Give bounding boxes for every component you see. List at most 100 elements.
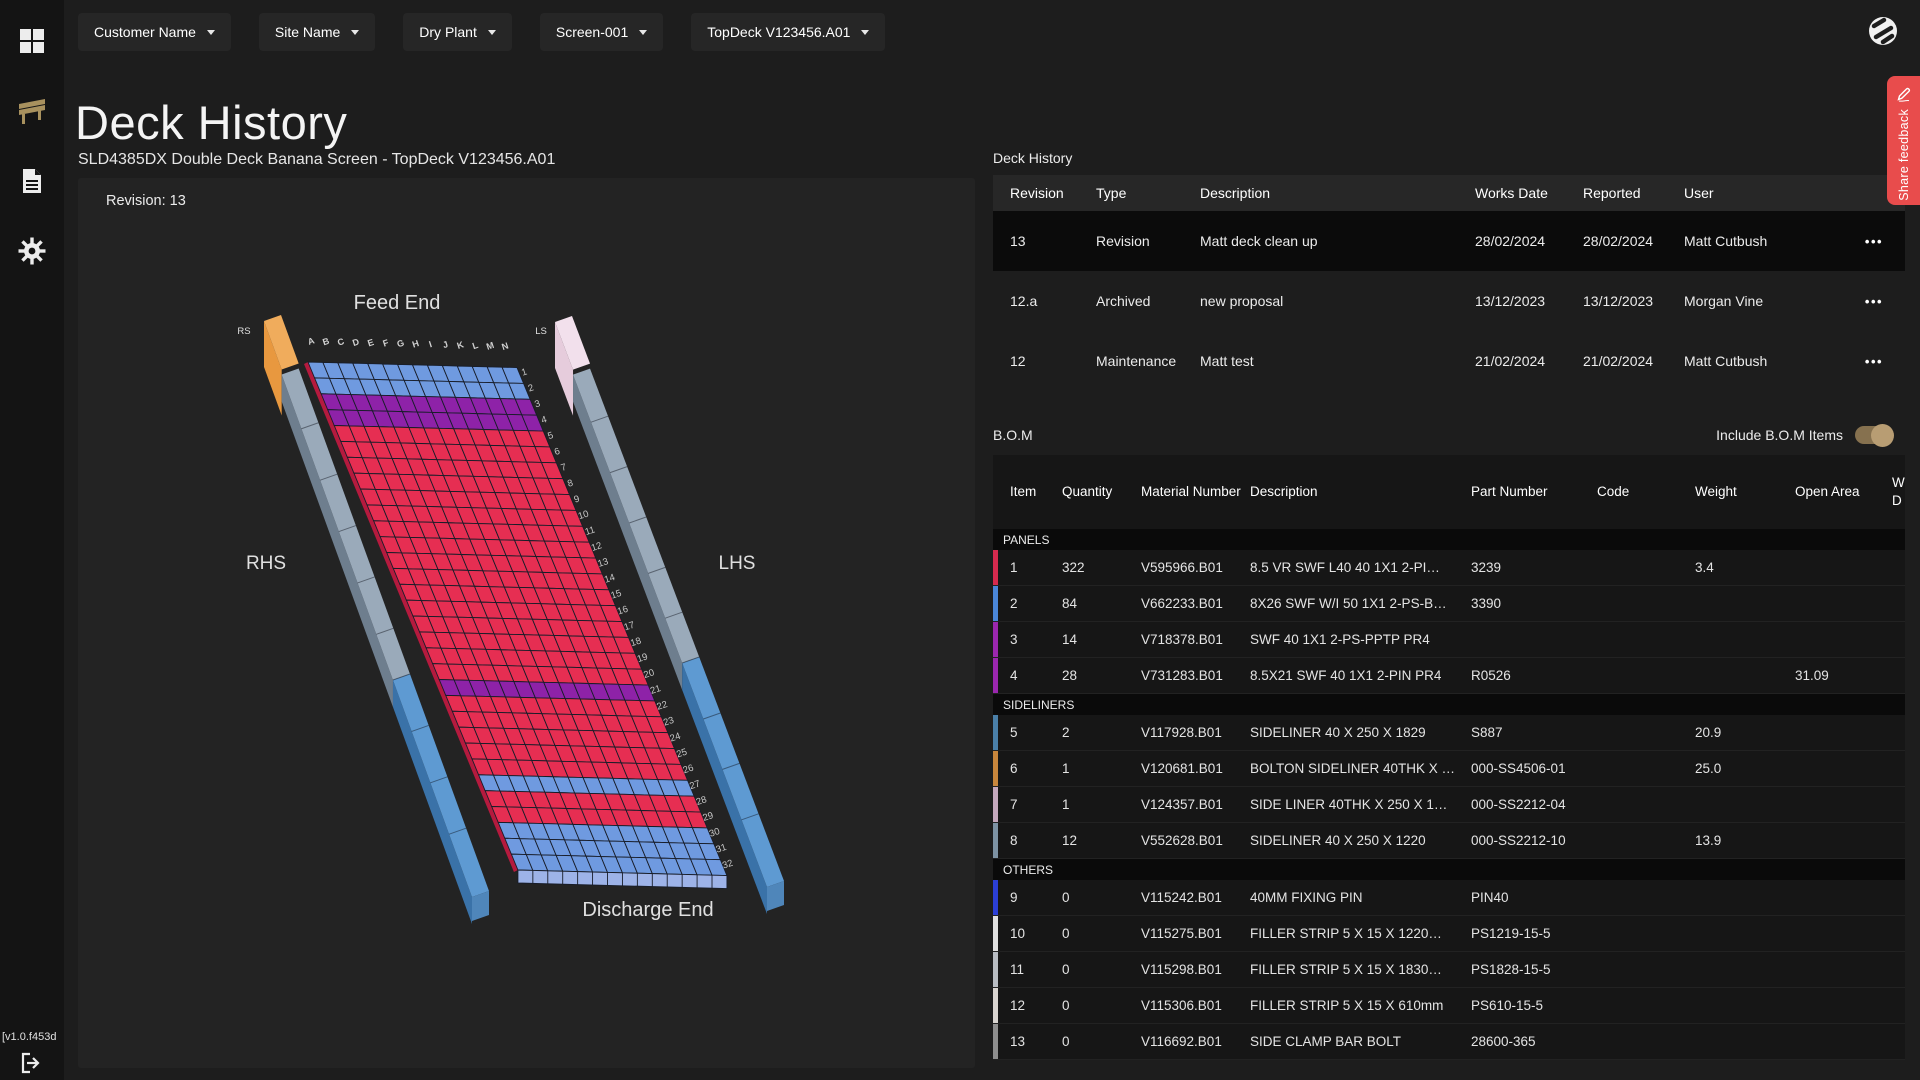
history-section-title: Deck History (993, 150, 1072, 166)
bom-group-header: OTHERS (993, 859, 1905, 880)
bom-row[interactable]: 71V124357.B01SIDE LINER 40THK X 250 X 1…… (993, 787, 1905, 823)
svg-text:J: J (441, 339, 449, 350)
logout-button[interactable] (19, 1052, 45, 1074)
chevron-down-icon (207, 30, 215, 35)
dropdown-site-name[interactable]: Site Name (259, 13, 375, 51)
bom-cell-material_number: V662233.B01 (1141, 596, 1250, 611)
history-row[interactable]: 12MaintenanceMatt test21/02/202421/02/20… (993, 331, 1905, 391)
bom-cell-description: BOLTON SIDELINER 40THK X … (1250, 761, 1471, 776)
app-version: [v1.0.f453d (0, 1031, 64, 1043)
row-menu-icon[interactable]: ••• (1865, 354, 1883, 369)
bom-cell-material_number: V115242.B01 (1141, 890, 1250, 905)
bom-row[interactable]: 428V731283.B018.5X21 SWF 40 1X1 2-PIN PR… (993, 658, 1905, 694)
item-color-bar (993, 916, 998, 951)
history-cell-user: Matt Cutbush (1684, 233, 1854, 249)
history-cell-works_date: 13/12/2023 (1475, 293, 1583, 309)
dropdown-label: Site Name (275, 24, 340, 40)
page-subtitle: SLD4385DX Double Deck Banana Screen - To… (78, 151, 555, 169)
toggle-knob (1871, 424, 1894, 447)
sidebar-item-settings[interactable] (17, 236, 47, 266)
bom-cell-quantity: 0 (1062, 1034, 1141, 1049)
history-row[interactable]: 12.aArchivednew proposal13/12/202313/12/… (993, 271, 1905, 331)
svg-text:5: 5 (546, 430, 554, 442)
dropdown-customer-name[interactable]: Customer Name (78, 13, 231, 51)
sidebar-item-deck[interactable] (17, 96, 47, 126)
sidebar: [v1.0.f453d (0, 0, 64, 1080)
bom-cell-weight: 3.4 (1695, 560, 1795, 575)
bom-row[interactable]: 284V662233.B018X26 SWF W/I 50 1X1 2-PS-B… (993, 586, 1905, 622)
sidebar-item-dashboard[interactable] (17, 26, 47, 56)
bom-row[interactable]: 52V117928.B01SIDELINER 40 X 250 X 1829S8… (993, 715, 1905, 751)
bom-cell-part_number: 28600-365 (1471, 1034, 1597, 1049)
bom-cell-material_number: V117928.B01 (1141, 725, 1250, 740)
bom-cell-material_number: V115298.B01 (1141, 962, 1250, 977)
svg-text:4: 4 (540, 414, 548, 426)
include-bom-items-label: Include B.O.M Items (1716, 427, 1843, 443)
bom-cell-description: 8.5 VR SWF L40 40 1X1 2-PI… (1250, 560, 1471, 575)
history-cell-type: Archived (1096, 293, 1200, 309)
svg-text:F: F (381, 337, 390, 348)
dropdown-dry-plant[interactable]: Dry Plant (403, 13, 512, 51)
share-feedback-tab[interactable]: Share feedback (1887, 76, 1920, 205)
dropdown-label: Screen-001 (556, 24, 628, 40)
bom-cell-material_number: V115306.B01 (1141, 998, 1250, 1013)
bom-cell-description: 8.5X21 SWF 40 1X1 2-PIN PR4 (1250, 668, 1471, 683)
dropdown-label: Dry Plant (419, 24, 477, 40)
bom-cell-part_number: PS610-15-5 (1471, 998, 1597, 1013)
history-cell-revision: 12.a (1010, 293, 1096, 309)
history-column-header: Works Date (1475, 185, 1583, 201)
history-cell-description: Matt deck clean up (1200, 233, 1475, 249)
row-menu-icon[interactable]: ••• (1865, 234, 1883, 249)
bom-cell-part_number: 000-SS4506-01 (1471, 761, 1597, 776)
sidebar-item-documents[interactable] (17, 166, 47, 196)
svg-text:1: 1 (520, 366, 528, 378)
bom-cell-part_number: PS1828-15-5 (1471, 962, 1597, 977)
svg-text:8: 8 (566, 478, 574, 490)
dropdown-screen-001[interactable]: Screen-001 (540, 13, 663, 51)
history-cell-works_date: 28/02/2024 (1475, 233, 1583, 249)
bom-row[interactable]: 130V116692.B01SIDE CLAMP BAR BOLT28600-3… (993, 1024, 1905, 1060)
include-bom-items-toggle[interactable] (1855, 426, 1891, 444)
bom-row[interactable]: 61V120681.B01BOLTON SIDELINER 40THK X …0… (993, 751, 1905, 787)
bom-cell-item: 6 (1010, 761, 1062, 776)
svg-text:L: L (471, 340, 480, 351)
bom-row[interactable]: 90V115242.B0140MM FIXING PINPIN40 (993, 880, 1905, 916)
history-row[interactable]: 13RevisionMatt deck clean up28/02/202428… (993, 211, 1905, 271)
history-cell-type: Revision (1096, 233, 1200, 249)
bom-cell-quantity: 14 (1062, 632, 1141, 647)
document-icon (21, 168, 43, 194)
revision-label: Revision: 13 (106, 193, 186, 209)
bom-row[interactable]: 110V115298.B01FILLER STRIP 5 X 15 X 1830… (993, 952, 1905, 988)
history-column-header: Reported (1583, 185, 1684, 201)
dashboard-grid-icon (19, 28, 45, 54)
dropdown-topdeck-v123456-a01[interactable]: TopDeck V123456.A01 (691, 13, 885, 51)
bom-cell-part_number: 3390 (1471, 596, 1597, 611)
bom-cell-item: 1 (1010, 560, 1062, 575)
chevron-down-icon (639, 30, 647, 35)
deck-3d-view[interactable]: ABCDEFGHIJKLMN12345678910111213141516171… (78, 178, 975, 1068)
item-color-bar (993, 658, 998, 693)
svg-text:LS: LS (535, 326, 547, 337)
history-cell-type: Maintenance (1096, 353, 1200, 369)
bom-cell-part_number: 000-SS2212-10 (1471, 833, 1597, 848)
bom-row[interactable]: 314V718378.B01SWF 40 1X1 2-PS-PPTP PR4 (993, 622, 1905, 658)
bom-cell-item: 13 (1010, 1034, 1062, 1049)
bom-cell-material_number: V595966.B01 (1141, 560, 1250, 575)
svg-text:A: A (306, 335, 316, 347)
bom-row[interactable]: 812V552628.B01SIDELINER 40 X 250 X 12200… (993, 823, 1905, 859)
bom-cell-quantity: 1 (1062, 761, 1141, 776)
bom-cell-part_number: 000-SS2212-04 (1471, 797, 1597, 812)
bom-cell-quantity: 0 (1062, 962, 1141, 977)
deck-icon (17, 98, 47, 125)
bom-group-header: SIDELINERS (993, 694, 1905, 715)
item-color-bar (993, 1024, 998, 1059)
dropdown-label: Customer Name (94, 24, 196, 40)
row-menu-icon[interactable]: ••• (1865, 294, 1883, 309)
bom-row[interactable]: 100V115275.B01FILLER STRIP 5 X 15 X 1220… (993, 916, 1905, 952)
bom-row[interactable]: 120V115306.B01FILLER STRIP 5 X 15 X 610m… (993, 988, 1905, 1024)
history-cell-revision: 12 (1010, 353, 1096, 369)
bom-cell-part_number: 3239 (1471, 560, 1597, 575)
bom-cell-material_number: V731283.B01 (1141, 668, 1250, 683)
bom-row[interactable]: 1322V595966.B018.5 VR SWF L40 40 1X1 2-P… (993, 550, 1905, 586)
company-logo (1864, 12, 1902, 50)
